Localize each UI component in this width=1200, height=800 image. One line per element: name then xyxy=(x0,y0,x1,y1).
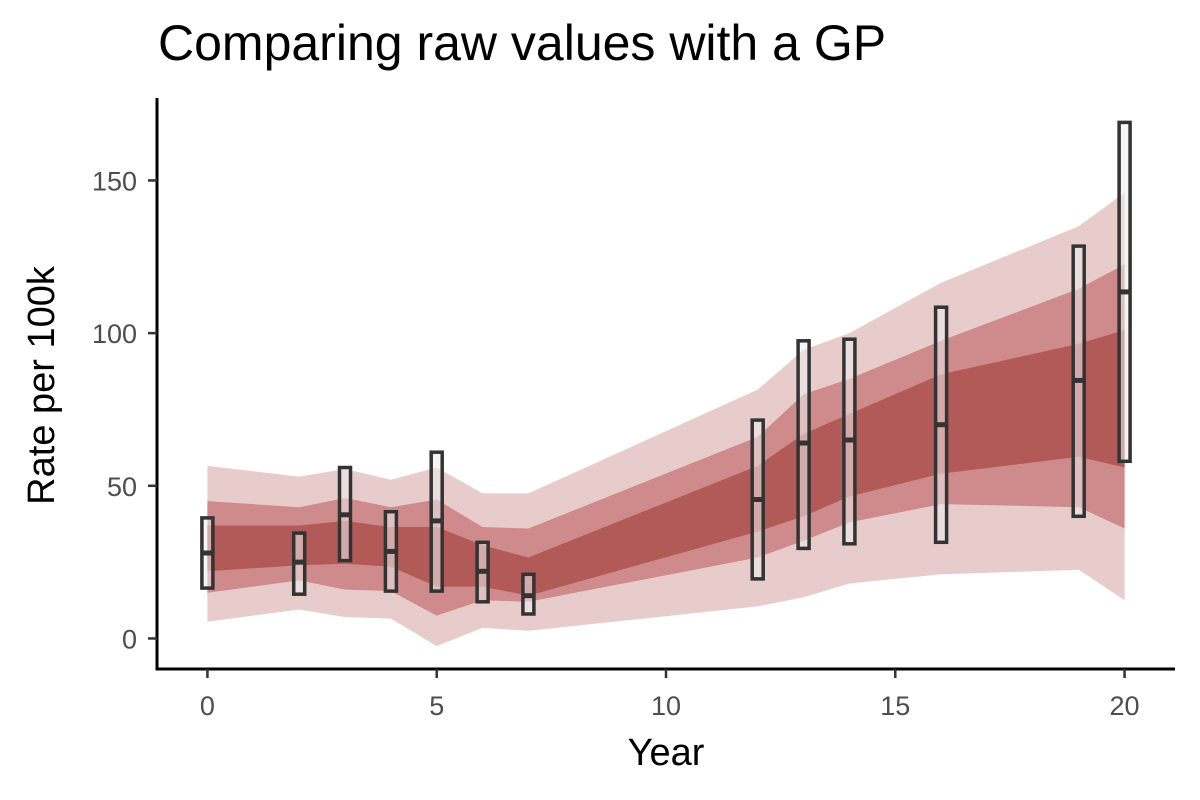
y-axis-title: Rate per 100k xyxy=(21,265,63,505)
x-tick-label: 20 xyxy=(1110,691,1140,721)
x-tick-label: 10 xyxy=(651,691,681,721)
x-axis-title: Year xyxy=(628,732,705,774)
gp-bands xyxy=(207,192,1125,647)
y-tick-label: 100 xyxy=(92,319,137,349)
y-tick-label: 0 xyxy=(122,624,137,654)
raw-value-boxes xyxy=(200,120,1132,616)
x-tick-label: 5 xyxy=(429,691,444,721)
x-tick-label: 0 xyxy=(200,691,215,721)
chart-axes: 0 5 10 15 20 0 50 100 150 xyxy=(92,98,1175,721)
y-tick-label: 50 xyxy=(107,472,137,502)
y-tick-label: 150 xyxy=(92,166,137,196)
chart-title: Comparing raw values with a GP xyxy=(158,15,887,71)
x-tick-label: 15 xyxy=(880,691,910,721)
